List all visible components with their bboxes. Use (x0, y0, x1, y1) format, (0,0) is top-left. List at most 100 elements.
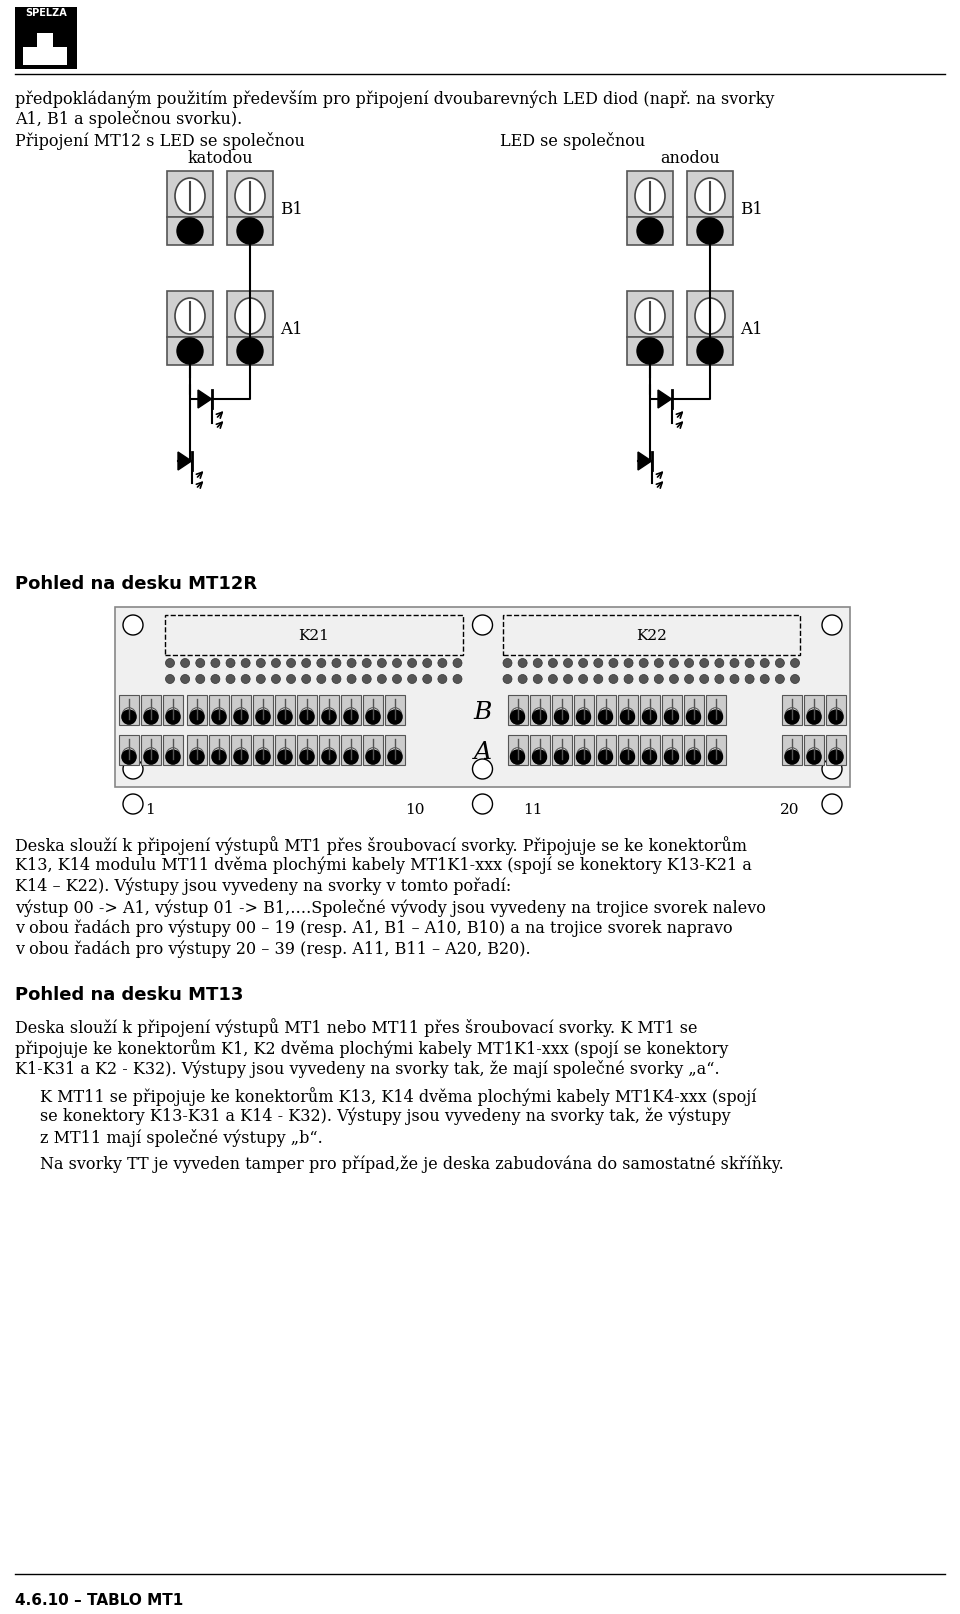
Circle shape (453, 675, 462, 684)
Text: K21: K21 (299, 628, 329, 642)
Text: 10: 10 (405, 802, 424, 817)
Circle shape (822, 615, 842, 636)
Bar (551, 736, 571, 765)
Text: Připojení MT12 s LED se společnou: Připojení MT12 s LED se společnou (15, 132, 305, 150)
Circle shape (422, 675, 432, 684)
Ellipse shape (190, 749, 204, 765)
Text: K13, K14 modulu MT11 dvěma plochými kabely MT1K1-xxx (spojí se konektory K13-K21: K13, K14 modulu MT11 dvěma plochými kabe… (15, 857, 752, 873)
Text: anodou: anodou (660, 150, 720, 166)
Ellipse shape (807, 709, 821, 725)
Bar (297, 736, 317, 765)
Circle shape (226, 675, 235, 684)
Bar (167, 337, 213, 366)
Ellipse shape (234, 709, 248, 725)
Ellipse shape (235, 299, 265, 334)
Bar (782, 696, 802, 726)
Bar (627, 292, 673, 337)
Circle shape (166, 710, 180, 725)
Circle shape (212, 710, 226, 725)
Ellipse shape (533, 709, 546, 725)
Text: Na svorky TT je vyveden tamper pro případ,že je deska zabudována do samostatné s: Na svorky TT je vyveden tamper pro přípa… (40, 1156, 783, 1173)
Circle shape (776, 675, 784, 684)
Circle shape (123, 615, 143, 636)
Bar (115, 607, 850, 788)
Bar (341, 736, 361, 765)
Bar (826, 736, 846, 765)
Text: K14 – K22). Výstupy jsou vyvedeny na svorky v tomto pořadí:: K14 – K22). Výstupy jsou vyvedeny na svo… (15, 878, 512, 894)
Circle shape (708, 751, 723, 765)
Bar (627, 337, 673, 366)
Bar (363, 696, 383, 726)
Circle shape (286, 659, 296, 668)
Ellipse shape (344, 709, 358, 725)
Circle shape (598, 751, 612, 765)
Circle shape (548, 675, 558, 684)
Bar (782, 736, 802, 765)
Circle shape (196, 659, 204, 668)
Text: v obou řadách pro výstupy 20 – 39 (resp. A11, B11 – A20, B20).: v obou řadách pro výstupy 20 – 39 (resp.… (15, 941, 531, 957)
Ellipse shape (300, 749, 314, 765)
Text: B1: B1 (280, 200, 302, 218)
Ellipse shape (144, 709, 158, 725)
Bar (508, 696, 527, 726)
Circle shape (144, 751, 158, 765)
Circle shape (362, 659, 372, 668)
Circle shape (533, 659, 542, 668)
Ellipse shape (278, 709, 292, 725)
Circle shape (278, 751, 292, 765)
Ellipse shape (598, 749, 612, 765)
Circle shape (122, 710, 136, 725)
Polygon shape (198, 391, 211, 408)
Text: katodou: katodou (187, 150, 252, 166)
Bar (163, 696, 183, 726)
Bar (119, 696, 139, 726)
Circle shape (388, 751, 402, 765)
Circle shape (760, 659, 769, 668)
Bar (319, 696, 339, 726)
Text: z MT11 mají společné výstupy „b“.: z MT11 mají společné výstupy „b“. (40, 1128, 323, 1146)
Circle shape (438, 675, 446, 684)
Circle shape (745, 659, 755, 668)
Circle shape (453, 659, 462, 668)
Circle shape (555, 710, 568, 725)
Ellipse shape (708, 709, 723, 725)
Ellipse shape (533, 749, 546, 765)
Circle shape (317, 659, 325, 668)
Bar (684, 696, 704, 726)
Bar (297, 696, 317, 726)
Circle shape (579, 675, 588, 684)
Circle shape (196, 675, 204, 684)
Circle shape (548, 659, 558, 668)
Ellipse shape (620, 749, 635, 765)
Circle shape (408, 659, 417, 668)
Bar (163, 736, 183, 765)
Bar (687, 292, 733, 337)
Circle shape (642, 710, 657, 725)
Circle shape (511, 710, 524, 725)
Ellipse shape (686, 709, 701, 725)
Ellipse shape (166, 749, 180, 765)
Ellipse shape (144, 749, 158, 765)
Bar (573, 736, 593, 765)
Circle shape (577, 710, 590, 725)
Bar (363, 736, 383, 765)
Bar (530, 696, 549, 726)
Circle shape (177, 339, 203, 365)
Ellipse shape (166, 709, 180, 725)
Circle shape (609, 675, 618, 684)
Bar (319, 736, 339, 765)
Text: Deska slouží k připojení výstupů MT1 nebo MT11 přes šroubovací svorky. K MT1 se: Deska slouží k připojení výstupů MT1 neb… (15, 1017, 698, 1036)
Circle shape (166, 751, 180, 765)
Circle shape (776, 659, 784, 668)
Circle shape (256, 710, 270, 725)
Bar (508, 736, 527, 765)
Circle shape (377, 675, 386, 684)
Circle shape (637, 220, 663, 245)
Circle shape (533, 751, 546, 765)
Bar (165, 615, 463, 655)
Circle shape (256, 675, 265, 684)
Circle shape (594, 675, 603, 684)
Circle shape (822, 794, 842, 815)
Circle shape (708, 710, 723, 725)
Polygon shape (178, 452, 191, 471)
